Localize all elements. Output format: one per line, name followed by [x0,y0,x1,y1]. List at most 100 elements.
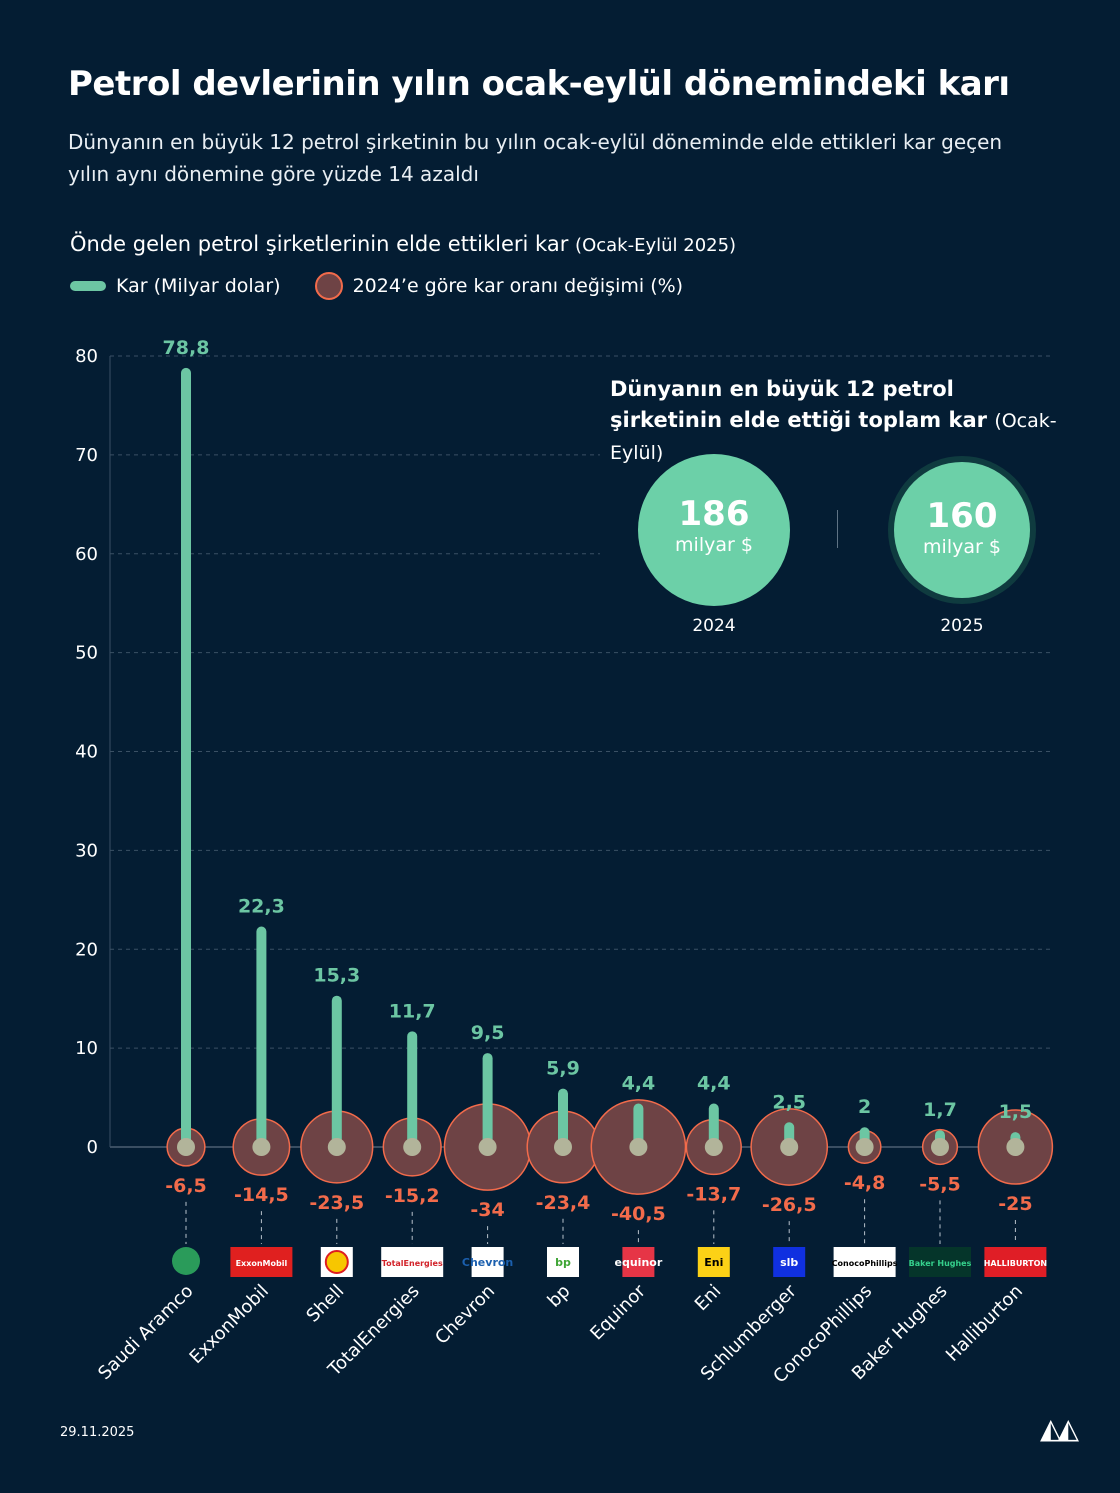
bar-base-dot [478,1138,497,1156]
legend-bubble-swatch [314,272,343,300]
category-label: Chevron [431,1281,499,1349]
bar-value-label: 9,5 [471,1022,505,1044]
legend-bar-swatch [70,281,106,291]
total-2025-ring: 160 milyar $ [888,456,1036,604]
y-tick-label: 20 [75,939,98,960]
change-value-label: -34 [470,1199,504,1221]
logo-text: ExxonMobil [236,1259,288,1268]
aa-logo: ◭◭ [1040,1412,1079,1445]
category-label: Equinor [586,1280,650,1344]
bar-value-label: 1,7 [923,1099,957,1121]
legend-bubble-label: 2024’e göre kar oranı değişimi (%) [352,275,684,297]
logo-text: HALLIBURTON [984,1259,1047,1268]
y-tick-label: 50 [75,643,98,664]
category-label: Shell [302,1281,348,1327]
date: 29.11.2025 [60,1425,135,1440]
category-label: Saudi Aramco [94,1281,197,1384]
bar-base-dot [931,1138,949,1156]
bar-base-dot [855,1138,874,1156]
total-2024-circle: 186 milyar $ [638,454,790,606]
bar-value-label: 2,5 [772,1091,806,1113]
logo-saudi-aramco [172,1247,200,1275]
logo-text: equinor [615,1256,663,1269]
logo-equinor [622,1247,655,1277]
legend-bar-label: Kar (Milyar dolar) [116,275,281,297]
total-2024-unit: milyar $ [675,534,753,556]
logo-chevron [471,1247,504,1277]
change-value-label: -40,5 [611,1203,666,1225]
total-profit-inset: Dünyanın en büyük 12 petrol şirketinin e… [600,372,1060,642]
chart-title-text: Önde gelen petrol şirketlerinin elde ett… [70,232,569,256]
y-tick-label: 0 [87,1137,98,1158]
bar-base-dot [554,1138,572,1156]
bar-value-label: 22,3 [238,896,285,918]
bar-base-dot [780,1138,799,1156]
logo-baker-hughes [909,1247,971,1277]
total-2024-value: 186 [678,494,750,534]
y-tick-label: 70 [75,445,98,466]
bar-base-dot [704,1138,723,1156]
bar-value-label: 15,3 [313,965,360,987]
change-value-label: -4,8 [844,1172,886,1194]
change-value-label: -5,5 [919,1173,961,1195]
page-title: Petrol devlerinin yılın ocak-eylül dönem… [68,64,1010,104]
change-value-label: -25 [998,1193,1032,1215]
bar-base-dot [327,1138,346,1156]
logo-conocophillips [833,1247,896,1277]
logo-halliburton [984,1247,1047,1277]
logo-text: Baker Hughes [909,1259,972,1268]
logo-schlumberger [773,1247,806,1277]
change-value-label: -13,7 [686,1183,741,1205]
logo-eni [697,1247,730,1277]
bar-value-label: 4,4 [697,1072,731,1094]
y-tick-label: 30 [75,840,98,861]
change-value-label: -15,2 [385,1185,440,1207]
bar-base-dot [177,1138,195,1156]
change-value-label: -6,5 [165,1175,207,1197]
page-subtitle: Dünyanın en büyük 12 petrol şirketinin b… [68,130,1003,186]
bar-value-label: 4,4 [622,1072,656,1094]
inset-title-text: Dünyanın en büyük 12 petrol şirketinin e… [610,377,987,432]
inset-divider [837,510,838,548]
inset-title-note: (Ocak-Eylül) [610,410,1057,464]
category-label: Halliburton [942,1281,1027,1366]
change-value-label: -26,5 [762,1194,817,1216]
total-2025-year: 2025 [940,616,984,636]
y-tick-label: 80 [75,346,98,367]
change-value-label: -23,5 [309,1192,364,1214]
shell-icon [324,1250,349,1274]
bar-value-label: 78,8 [163,337,210,359]
change-value-label: -23,4 [536,1192,591,1214]
logo-text: TotalEnergies [382,1259,443,1268]
bar-value-label: 5,9 [546,1058,580,1080]
logo-bp [547,1247,579,1277]
logo-text: ConocoPhillips [832,1259,898,1268]
y-tick-label: 40 [75,742,98,763]
logo-text: Chevron [462,1256,513,1269]
total-2025-unit: milyar $ [923,536,1001,558]
change-value-label: -14,5 [234,1184,289,1206]
bar-base-dot [629,1138,648,1156]
category-label: ExxonMobil [186,1281,273,1368]
total-2025-circle: 160 milyar $ [894,462,1030,598]
bar-base-dot [403,1138,422,1156]
logo-totalenergies [381,1247,444,1277]
y-tick-label: 60 [75,544,98,565]
total-2025-value: 160 [926,496,998,536]
legend: Kar (Milyar dolar) 2024’e göre kar oranı… [70,272,683,300]
bar-value-label: 11,7 [389,1000,436,1022]
logo-text: slb [780,1256,798,1269]
logo-text: Eni [704,1256,723,1269]
bar-value-label: 1,5 [999,1101,1033,1123]
bar-base-dot [1006,1138,1025,1156]
bar-base-dot [252,1138,271,1156]
logo-text: bp [555,1256,571,1269]
chart-title: Önde gelen petrol şirketlerinin elde ett… [70,232,736,256]
chart-title-note: (Ocak-Eylül 2025) [575,235,737,256]
total-2024-year: 2024 [692,616,736,636]
bar-value-label: 2 [858,1096,871,1118]
inset-title: Dünyanın en büyük 12 petrol şirketinin e… [610,374,1060,469]
logo-exxonmobil [230,1247,293,1277]
category-label: bp [544,1281,575,1312]
